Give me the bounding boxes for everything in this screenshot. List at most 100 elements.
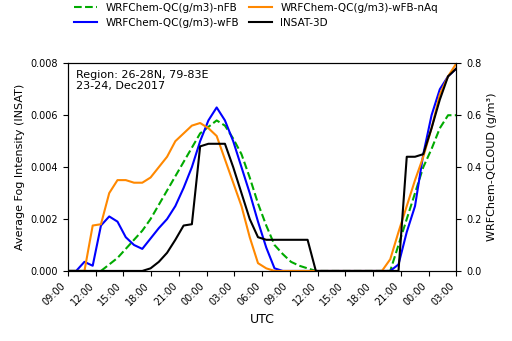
WRFChem-QC(g/m3)-nFB <box>239 152 245 156</box>
WRFChem-QC(g/m3)-nFB <box>329 269 335 273</box>
WRFChem-QC(g/m3)-wFB <box>280 269 286 273</box>
WRFChem-QC(g/m3)-wFB-nAq <box>106 191 112 195</box>
INSAT-3D <box>156 260 162 264</box>
WRFChem-QC(g/m3)-nFB <box>412 191 418 195</box>
WRFChem-QC(g/m3)-nFB <box>247 176 253 180</box>
WRFChem-QC(g/m3)-nFB <box>337 269 344 273</box>
WRFChem-QC(g/m3)-nFB <box>98 269 104 273</box>
WRFChem-QC(g/m3)-wFB-nAq <box>139 181 145 185</box>
WRFChem-QC(g/m3)-wFB <box>181 186 187 190</box>
WRFChem-QC(g/m3)-nFB <box>172 174 178 178</box>
WRFChem-QC(g/m3)-nFB <box>73 269 79 273</box>
WRFChem-QC(g/m3)-nFB <box>131 238 137 242</box>
WRFChem-QC(g/m3)-wFB <box>403 230 410 234</box>
WRFChem-QC(g/m3)-nFB <box>222 123 228 128</box>
WRFChem-QC(g/m3)-wFB <box>329 269 335 273</box>
WRFChem-QC(g/m3)-wFB-nAq <box>337 269 344 273</box>
WRFChem-QC(g/m3)-nFB <box>271 243 278 247</box>
INSAT-3D <box>239 191 245 195</box>
WRFChem-QC(g/m3)-nFB <box>453 113 459 117</box>
WRFChem-QC(g/m3)-wFB-nAq <box>214 134 220 138</box>
WRFChem-QC(g/m3)-wFB-nAq <box>329 269 335 273</box>
WRFChem-QC(g/m3)-wFB-nAq <box>81 269 88 273</box>
WRFChem-QC(g/m3)-wFB-nAq <box>73 269 79 273</box>
INSAT-3D <box>263 238 269 242</box>
WRFChem-QC(g/m3)-wFB-nAq <box>65 269 71 273</box>
WRFChem-QC(g/m3)-wFB <box>362 269 369 273</box>
WRFChem-QC(g/m3)-nFB <box>255 202 261 206</box>
WRFChem-QC(g/m3)-nFB <box>197 131 203 135</box>
WRFChem-QC(g/m3)-wFB <box>131 243 137 247</box>
INSAT-3D <box>379 269 385 273</box>
WRFChem-QC(g/m3)-wFB-nAq <box>90 223 96 227</box>
INSAT-3D <box>81 269 88 273</box>
WRFChem-QC(g/m3)-wFB <box>379 269 385 273</box>
WRFChem-QC(g/m3)-wFB-nAq <box>305 269 311 273</box>
INSAT-3D <box>288 238 294 242</box>
INSAT-3D <box>437 98 443 102</box>
INSAT-3D <box>296 238 303 242</box>
Text: Region: 26-28N, 79-83E
23-24, Dec2017: Region: 26-28N, 79-83E 23-24, Dec2017 <box>76 70 208 91</box>
INSAT-3D <box>305 238 311 242</box>
WRFChem-QC(g/m3)-wFB-nAq <box>296 269 303 273</box>
WRFChem-QC(g/m3)-wFB <box>313 269 319 273</box>
INSAT-3D <box>271 238 278 242</box>
WRFChem-QC(g/m3)-wFB <box>337 269 344 273</box>
WRFChem-QC(g/m3)-wFB-nAq <box>147 176 154 180</box>
WRFChem-QC(g/m3)-nFB <box>106 263 112 267</box>
INSAT-3D <box>123 269 129 273</box>
WRFChem-QC(g/m3)-wFB <box>395 263 401 267</box>
WRFChem-QC(g/m3)-nFB <box>395 243 401 247</box>
INSAT-3D <box>172 238 178 242</box>
INSAT-3D <box>420 152 426 156</box>
WRFChem-QC(g/m3)-wFB <box>147 236 154 240</box>
WRFChem-QC(g/m3)-wFB-nAq <box>164 155 170 159</box>
WRFChem-QC(g/m3)-wFB-nAq <box>239 204 245 208</box>
INSAT-3D <box>362 269 369 273</box>
WRFChem-QC(g/m3)-wFB-nAq <box>263 266 269 270</box>
Y-axis label: Average Fog Intensity (INSAT): Average Fog Intensity (INSAT) <box>15 84 25 250</box>
WRFChem-QC(g/m3)-wFB-nAq <box>114 178 120 182</box>
WRFChem-QC(g/m3)-nFB <box>205 125 211 129</box>
WRFChem-QC(g/m3)-nFB <box>346 269 352 273</box>
Line: INSAT-3D: INSAT-3D <box>68 69 456 271</box>
WRFChem-QC(g/m3)-wFB-nAq <box>181 131 187 135</box>
WRFChem-QC(g/m3)-nFB <box>445 113 451 117</box>
WRFChem-QC(g/m3)-wFB <box>437 87 443 91</box>
WRFChem-QC(g/m3)-wFB <box>230 139 236 143</box>
INSAT-3D <box>222 142 228 146</box>
WRFChem-QC(g/m3)-wFB <box>288 269 294 273</box>
INSAT-3D <box>371 269 377 273</box>
INSAT-3D <box>181 223 187 227</box>
INSAT-3D <box>354 269 360 273</box>
WRFChem-QC(g/m3)-nFB <box>189 146 195 150</box>
WRFChem-QC(g/m3)-wFB <box>81 260 88 264</box>
WRFChem-QC(g/m3)-wFB-nAq <box>280 269 286 273</box>
INSAT-3D <box>147 266 154 270</box>
WRFChem-QC(g/m3)-wFB-nAq <box>362 269 369 273</box>
WRFChem-QC(g/m3)-nFB <box>81 269 88 273</box>
INSAT-3D <box>90 269 96 273</box>
WRFChem-QC(g/m3)-wFB <box>114 220 120 224</box>
WRFChem-QC(g/m3)-wFB <box>453 66 459 71</box>
WRFChem-QC(g/m3)-wFB <box>346 269 352 273</box>
INSAT-3D <box>321 269 327 273</box>
INSAT-3D <box>189 222 195 226</box>
WRFChem-QC(g/m3)-nFB <box>65 269 71 273</box>
INSAT-3D <box>247 217 253 221</box>
WRFChem-QC(g/m3)-wFB <box>205 118 211 122</box>
WRFChem-QC(g/m3)-nFB <box>379 269 385 273</box>
WRFChem-QC(g/m3)-wFB-nAq <box>403 204 410 208</box>
WRFChem-QC(g/m3)-wFB <box>156 226 162 230</box>
Line: WRFChem-QC(g/m3)-wFB-nAq: WRFChem-QC(g/m3)-wFB-nAq <box>68 63 456 271</box>
WRFChem-QC(g/m3)-wFB <box>412 204 418 208</box>
INSAT-3D <box>73 269 79 273</box>
WRFChem-QC(g/m3)-nFB <box>263 223 269 227</box>
WRFChem-QC(g/m3)-wFB-nAq <box>412 178 418 182</box>
Y-axis label: WRFChem-QCLOUD (g/m³): WRFChem-QCLOUD (g/m³) <box>487 93 497 241</box>
WRFChem-QC(g/m3)-wFB <box>263 246 269 250</box>
WRFChem-QC(g/m3)-wFB-nAq <box>346 269 352 273</box>
INSAT-3D <box>197 144 203 148</box>
WRFChem-QC(g/m3)-wFB <box>420 152 426 156</box>
INSAT-3D <box>429 126 435 130</box>
